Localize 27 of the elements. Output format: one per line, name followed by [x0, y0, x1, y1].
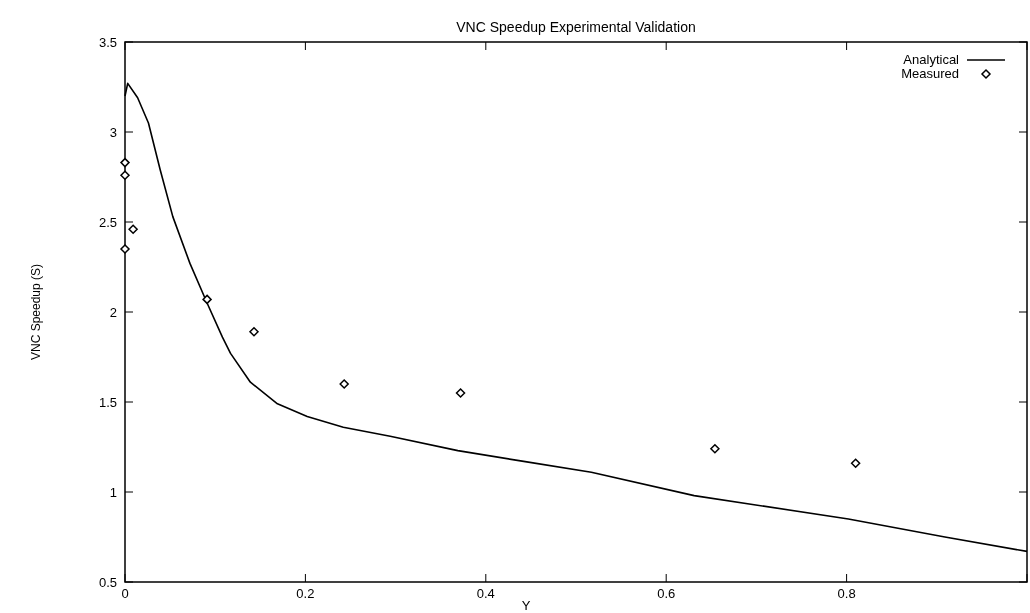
point [120, 170, 130, 180]
x-axis-title: Y [521, 598, 531, 613]
y-tick-label: 2 [109, 305, 117, 320]
point [339, 379, 349, 389]
x-tick-label: 0.8 [837, 586, 856, 601]
legend-label: Analytical [903, 52, 960, 67]
y-tick-label: 0.5 [98, 575, 117, 590]
point [710, 444, 720, 454]
point [120, 244, 130, 254]
y-tick-label: 1 [109, 485, 117, 500]
chart-title: VNC Speedup Experimental Validation [456, 19, 696, 35]
legend-label: Measured [901, 66, 959, 81]
y-axis-title: VNC Speedup (S) [29, 263, 43, 361]
y-tick-label: 2.5 [98, 215, 117, 230]
y-tick-label: 3 [109, 125, 117, 140]
x-tick-label: 0.6 [657, 586, 676, 601]
point [120, 157, 130, 168]
point [850, 458, 861, 468]
point [202, 294, 212, 305]
point [128, 224, 138, 234]
point [249, 327, 259, 337]
y-tick-label: 3.5 [98, 35, 117, 50]
x-tick-label: 0.2 [296, 586, 315, 601]
x-tick-label: 0.4 [476, 586, 495, 601]
y-tick-label: 1.5 [98, 395, 117, 410]
x-tick-label: 0 [121, 586, 129, 601]
point [455, 388, 466, 398]
